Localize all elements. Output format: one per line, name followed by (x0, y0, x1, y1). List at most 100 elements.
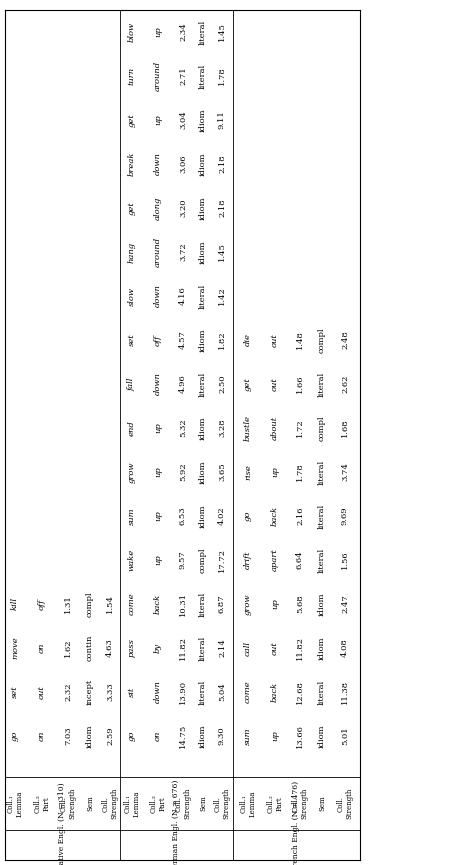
Text: 1.78: 1.78 (296, 463, 304, 482)
Text: 3.72: 3.72 (179, 243, 187, 261)
Text: 2.50: 2.50 (218, 375, 226, 394)
Text: up: up (154, 510, 162, 522)
Text: down: down (154, 373, 162, 395)
Text: 4.02: 4.02 (218, 507, 226, 525)
Text: up: up (271, 731, 279, 741)
Text: Coll.₁
Lemma: Coll.₁ Lemma (7, 791, 24, 817)
Text: 1.31: 1.31 (64, 594, 72, 613)
Text: get: get (128, 202, 136, 215)
Text: idiom: idiom (318, 637, 326, 660)
Text: 2.34: 2.34 (179, 22, 187, 42)
Text: 1.42: 1.42 (218, 286, 226, 305)
Text: hang: hang (128, 241, 136, 263)
Text: idiom: idiom (199, 460, 207, 484)
Text: idiom: idiom (86, 724, 94, 747)
Text: Sem: Sem (86, 796, 94, 811)
Text: idiom: idiom (318, 593, 326, 616)
Text: 11.82: 11.82 (296, 636, 304, 660)
Text: compl: compl (318, 415, 326, 441)
Text: up: up (154, 115, 162, 125)
Text: 9.11: 9.11 (218, 111, 226, 130)
Text: [V Prt] in German Engl. (N = 676): [V Prt] in German Engl. (N = 676) (173, 779, 181, 865)
Text: Coll.
Strength: Coll. Strength (59, 788, 77, 819)
Text: idiom: idiom (199, 108, 207, 131)
Text: wake: wake (128, 549, 136, 571)
Text: 4.08: 4.08 (341, 638, 349, 657)
Text: down: down (154, 285, 162, 307)
Text: 9.69: 9.69 (341, 507, 349, 525)
Text: call: call (244, 640, 252, 656)
Text: 9.57: 9.57 (179, 551, 187, 569)
Text: 2.18: 2.18 (218, 155, 226, 173)
Text: up: up (154, 466, 162, 477)
Text: 1.45: 1.45 (218, 22, 226, 42)
Text: incept: incept (86, 679, 94, 705)
Text: 1.56: 1.56 (341, 551, 349, 569)
Text: get: get (244, 377, 252, 391)
Text: compl: compl (199, 548, 207, 573)
Text: Coll.₁
Lemma: Coll.₁ Lemma (123, 791, 141, 817)
Text: turn: turn (128, 67, 136, 85)
Text: end: end (128, 420, 136, 436)
Text: up: up (271, 599, 279, 609)
Text: come: come (128, 593, 136, 615)
Text: along: along (154, 196, 162, 220)
Text: 4.57: 4.57 (179, 330, 187, 349)
Text: 2.59: 2.59 (106, 727, 114, 746)
Text: up: up (154, 554, 162, 566)
Text: Coll.₁
Lemma: Coll.₁ Lemma (239, 791, 256, 817)
Text: get: get (128, 113, 136, 127)
Text: go: go (128, 731, 136, 741)
Text: 6.53: 6.53 (179, 507, 187, 525)
Text: out: out (271, 377, 279, 391)
Text: literal: literal (199, 636, 207, 661)
Text: set: set (128, 334, 136, 346)
Text: sum: sum (128, 507, 136, 525)
Text: 3.04: 3.04 (179, 111, 187, 130)
Text: on: on (38, 731, 46, 741)
Text: break: break (128, 151, 136, 176)
Text: 1.68: 1.68 (341, 419, 349, 438)
Text: compl: compl (318, 327, 326, 353)
Text: die: die (244, 334, 252, 347)
Text: 5.68: 5.68 (296, 595, 304, 613)
Text: 6.87: 6.87 (218, 595, 226, 613)
Text: around: around (154, 237, 162, 267)
Text: set: set (11, 686, 19, 698)
Text: 3.06: 3.06 (179, 155, 187, 173)
Text: down: down (154, 152, 162, 176)
Text: 5.04: 5.04 (218, 682, 226, 702)
Text: out: out (271, 641, 279, 655)
Text: idiom: idiom (199, 152, 207, 176)
Text: 14.75: 14.75 (179, 724, 187, 748)
Text: literal: literal (199, 19, 207, 45)
Text: by: by (154, 643, 162, 653)
Text: off: off (154, 335, 162, 346)
Text: 10.31: 10.31 (179, 592, 187, 616)
Text: Sem: Sem (318, 796, 326, 811)
Text: go: go (244, 511, 252, 522)
Text: idiom: idiom (199, 240, 207, 264)
Text: slow: slow (128, 286, 136, 305)
Text: on: on (154, 731, 162, 741)
Text: blow: blow (128, 22, 136, 42)
Text: 1.45: 1.45 (218, 242, 226, 261)
Text: up: up (154, 27, 162, 37)
Text: pass: pass (128, 638, 136, 657)
Text: 1.48: 1.48 (296, 330, 304, 349)
Text: back: back (154, 594, 162, 614)
Text: compl: compl (86, 591, 94, 617)
Text: 1.66: 1.66 (296, 375, 304, 394)
Text: literal: literal (318, 371, 326, 397)
Text: idiom: idiom (199, 504, 207, 528)
Text: Coll.₂
Part: Coll.₂ Part (266, 794, 283, 813)
Text: literal: literal (318, 548, 326, 573)
Text: literal: literal (199, 371, 207, 397)
Text: on: on (38, 643, 46, 653)
Text: contin: contin (86, 635, 94, 661)
Text: come: come (244, 681, 252, 703)
Text: 3.65: 3.65 (218, 463, 226, 481)
Text: drift: drift (244, 551, 252, 569)
Text: move: move (11, 637, 19, 659)
Text: 4.63: 4.63 (106, 638, 114, 657)
